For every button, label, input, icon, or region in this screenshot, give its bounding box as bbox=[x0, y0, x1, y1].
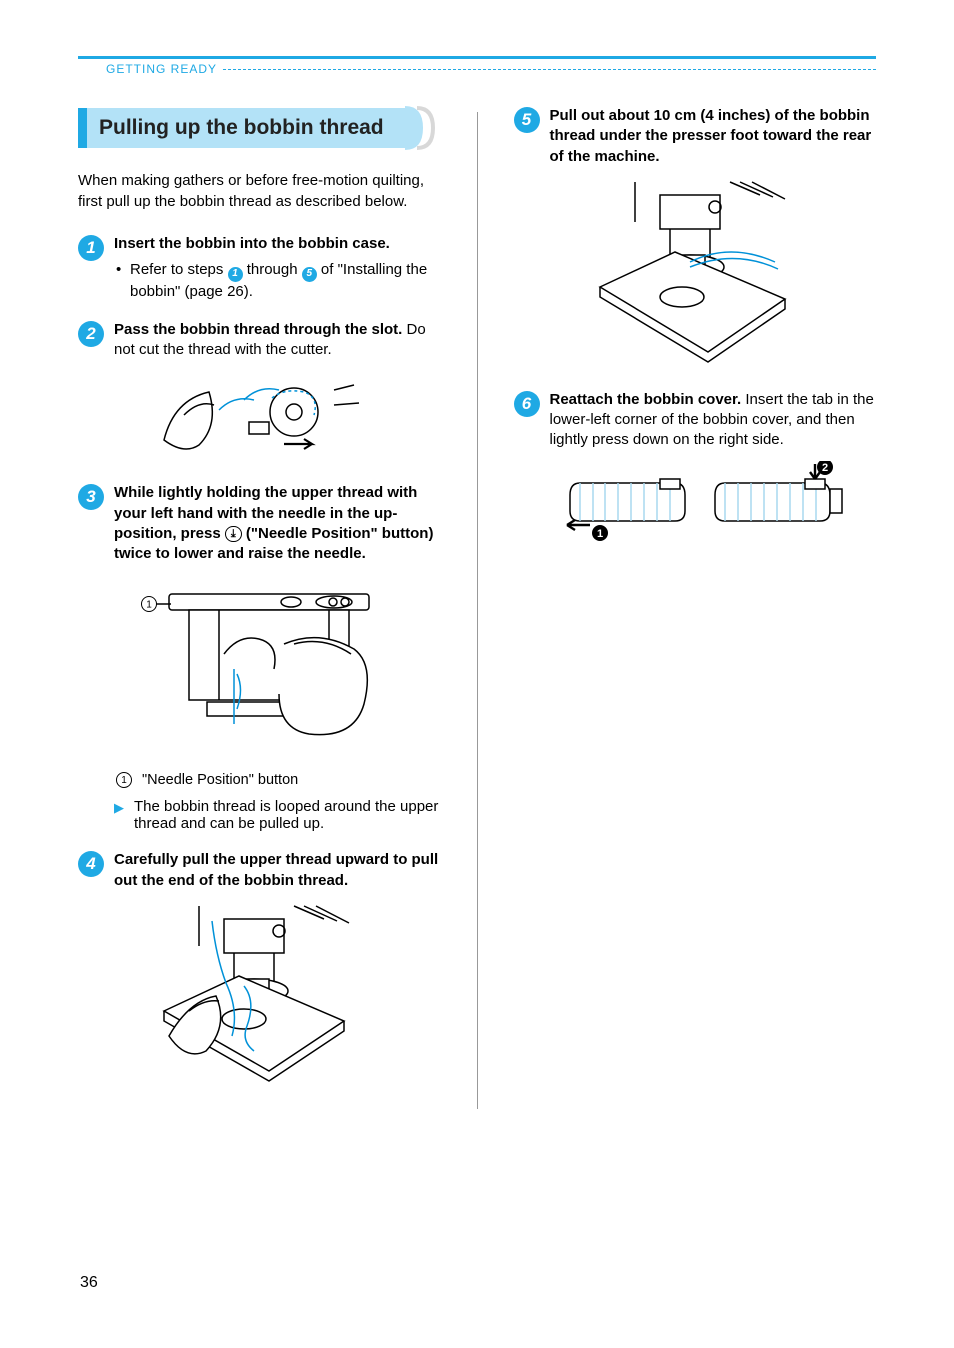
step-6: 6 Reattach the bobbin cover. Insert the … bbox=[514, 390, 877, 451]
page-number: 36 bbox=[80, 1274, 98, 1292]
section-title: Pulling up the bobbin thread bbox=[78, 108, 405, 148]
needle-position-button-icon: ⤓ bbox=[225, 526, 242, 542]
triangle-bullet-icon: ▶ bbox=[114, 798, 134, 832]
step-1-bullet: Refer to steps 1 through 5 of "Installin… bbox=[130, 260, 441, 302]
step-2-heading: Pass the bobbin thread through the slot. bbox=[114, 321, 402, 338]
step-badge-3: 3 bbox=[78, 484, 104, 510]
step-6-heading: Reattach the bobbin cover. bbox=[550, 391, 742, 408]
step-5-heading: Pull out about 10 cm (4 inches) of the b… bbox=[550, 107, 872, 165]
step-4: 4 Carefully pull the upper thread upward… bbox=[78, 850, 441, 891]
step-badge-1: 1 bbox=[78, 235, 104, 261]
diagram-step-4 bbox=[78, 901, 441, 1091]
inline-step-ref-icon: 5 bbox=[302, 267, 317, 282]
left-column: Pulling up the bobbin thread When making… bbox=[78, 106, 441, 1109]
callout-number-icon: 1 bbox=[116, 772, 132, 788]
section-title-row: Pulling up the bobbin thread bbox=[78, 106, 441, 150]
step-4-heading: Carefully pull the upper thread upward t… bbox=[114, 851, 438, 888]
diagram-step-5 bbox=[514, 177, 877, 372]
header-dashline bbox=[223, 69, 876, 70]
step-badge-5: 5 bbox=[514, 107, 540, 133]
header-band: GETTING READY bbox=[78, 56, 876, 76]
step-1: 1 Insert the bobbin into the bobbin case… bbox=[78, 234, 441, 302]
step-3: 3 While lightly holding the upper thread… bbox=[78, 483, 441, 564]
svg-text:1: 1 bbox=[146, 600, 152, 611]
diagram-step-6: 1 2 bbox=[514, 461, 877, 551]
header-section-label: GETTING READY bbox=[78, 62, 223, 76]
bullet-dot-icon: • bbox=[116, 260, 130, 302]
step-2: 2 Pass the bobbin thread through the slo… bbox=[78, 320, 441, 361]
diagram-step-2 bbox=[78, 370, 441, 465]
inline-step-ref-icon: 1 bbox=[228, 267, 243, 282]
svg-text:1: 1 bbox=[597, 528, 603, 540]
step-3-result: The bobbin thread is looped around the u… bbox=[134, 798, 441, 832]
step-badge-4: 4 bbox=[78, 851, 104, 877]
step-badge-6: 6 bbox=[514, 391, 540, 417]
step-5: 5 Pull out about 10 cm (4 inches) of the… bbox=[514, 106, 877, 167]
step-3-heading: While lightly holding the upper thread w… bbox=[114, 484, 433, 562]
right-column: 5 Pull out about 10 cm (4 inches) of the… bbox=[514, 106, 877, 1109]
title-tab-icon bbox=[405, 106, 441, 150]
step-badge-2: 2 bbox=[78, 321, 104, 347]
step-3-callouts: 1 "Needle Position" button bbox=[116, 772, 441, 788]
diagram-step-3: 1 bbox=[78, 574, 441, 754]
step-1-heading: Insert the bobbin into the bobbin case. bbox=[114, 234, 441, 254]
callout-1-text: "Needle Position" button bbox=[142, 772, 298, 788]
column-divider bbox=[477, 112, 478, 1109]
svg-text:2: 2 bbox=[822, 462, 828, 474]
intro-text: When making gathers or before free-motio… bbox=[78, 170, 441, 212]
